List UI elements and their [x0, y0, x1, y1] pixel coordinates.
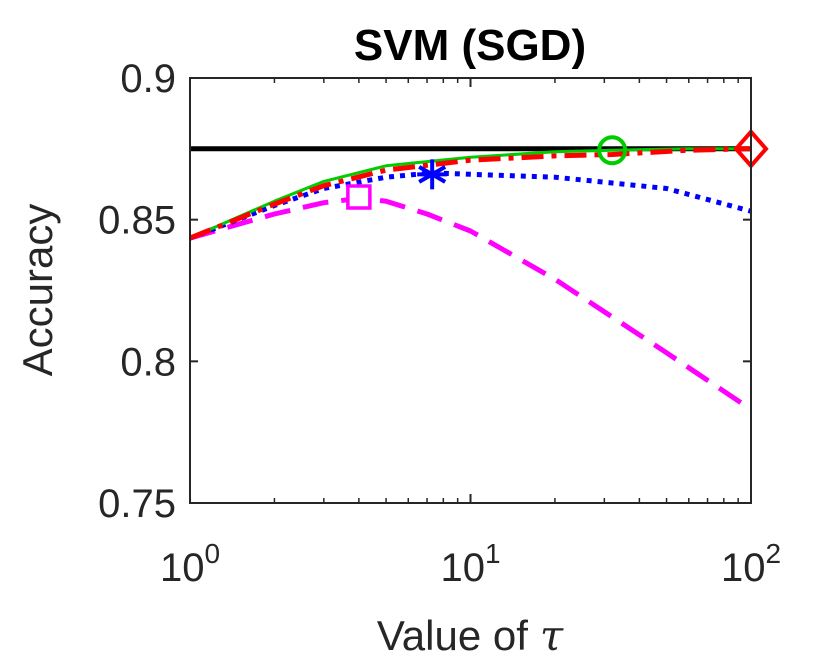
marker-asterisk: [417, 159, 448, 190]
y-tick-label: 0.9: [120, 57, 176, 101]
x-axis-label-text: Value of: [377, 612, 528, 659]
marker-square: [346, 184, 372, 210]
plot-area: [190, 78, 751, 503]
x-tick-base: 10: [440, 546, 485, 590]
y-tick-label: 0.75: [98, 482, 176, 526]
x-tick-exponent: 2: [765, 538, 781, 569]
x-tick-label: 102: [721, 538, 781, 590]
x-tick-base: 10: [160, 546, 205, 590]
x-tick-exponent: 0: [204, 538, 220, 569]
x-axis-label: Value of τ: [377, 611, 564, 660]
x-tick-base: 10: [721, 546, 766, 590]
series-line-red-dashdot: [189, 146, 752, 241]
y-axis-label: Accuracy: [14, 204, 61, 377]
x-tick-exponent: 1: [485, 538, 501, 569]
x-tick-label: 101: [440, 538, 500, 590]
y-tick-label: 0.8: [120, 340, 176, 384]
x-tick-label: 100: [160, 538, 220, 590]
series-layer: [189, 146, 753, 412]
chart-title: SVM (SGD): [354, 21, 586, 70]
tau-symbol: τ: [540, 611, 564, 660]
y-tick-label: 0.85: [98, 199, 176, 243]
marker-circle: [597, 135, 628, 166]
series-line-magenta-dashed: [189, 195, 753, 412]
